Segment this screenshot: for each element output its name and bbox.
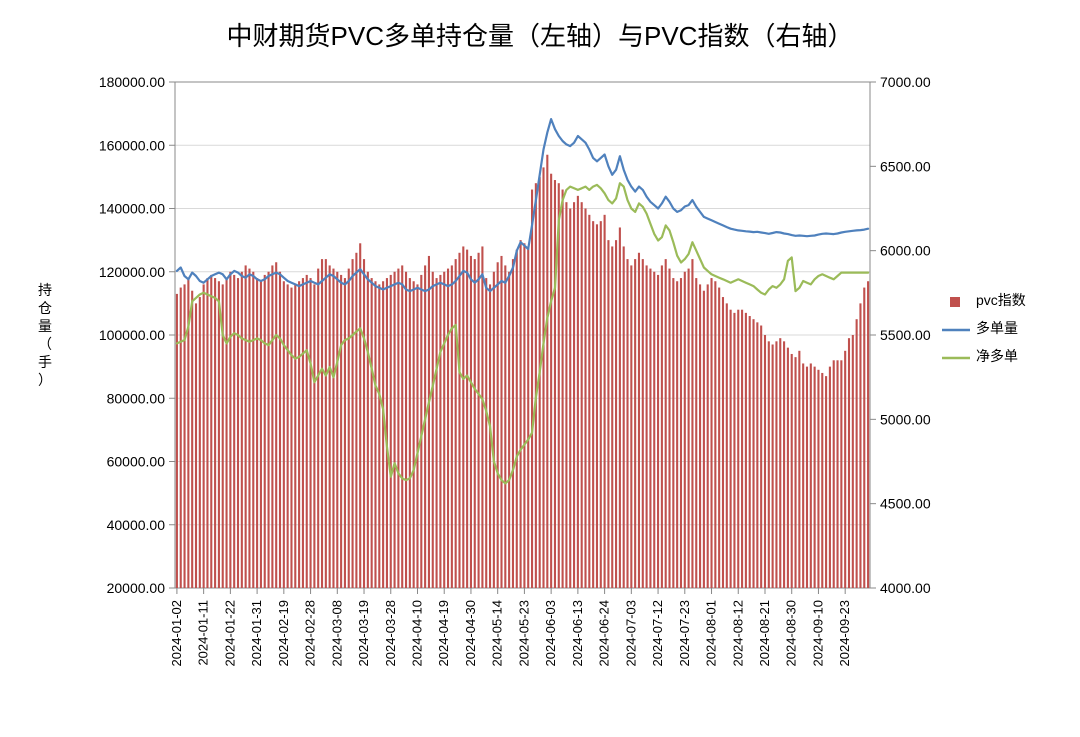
x-tick-label: 2024-09-23 <box>837 600 852 667</box>
x-tick-label: 2024-05-23 <box>516 600 531 667</box>
x-tick-label: 2024-08-21 <box>757 600 772 667</box>
x-tick-label: 2024-06-03 <box>543 600 558 667</box>
y-left-label-char: 手 <box>38 354 52 370</box>
x-tick-label: 2024-09-10 <box>810 600 825 667</box>
x-tick-label: 2024-01-31 <box>249 600 264 667</box>
x-tick-label: 2024-01-11 <box>196 600 211 666</box>
x-tick-label: 2024-04-10 <box>409 600 424 667</box>
y-left-tick: 160000.00 <box>99 137 165 153</box>
x-tick-label: 2024-07-03 <box>623 600 638 667</box>
y-right-tick: 4000.00 <box>880 580 931 596</box>
legend-label: 多单量 <box>976 320 1018 336</box>
x-tick-label: 2024-03-08 <box>329 600 344 667</box>
x-tick-label: 2024-06-13 <box>570 600 585 667</box>
x-tick-label: 2024-02-28 <box>303 600 318 667</box>
chart-svg: 中财期货PVC多单持仓量（左轴）与PVC指数（右轴） 20000.00 40000.… <box>0 0 1080 737</box>
y-left-tick: 180000.00 <box>99 74 165 90</box>
y-right-tick: 5000.00 <box>880 411 931 427</box>
y-left-label-char: 仓 <box>38 300 52 316</box>
chart-title: 中财期货PVC多单持仓量（左轴）与PVC指数（右轴） <box>227 21 854 51</box>
x-tick-label: 2024-07-12 <box>650 600 665 667</box>
y-left-label-char: （ <box>38 336 52 352</box>
x-tick-label: 2024-04-30 <box>463 600 478 667</box>
y-left-label-char: 持 <box>38 282 52 298</box>
y-left-tick: 120000.00 <box>99 264 165 280</box>
y-right-tick: 6500.00 <box>880 158 931 174</box>
y-left-tick: 140000.00 <box>99 201 165 217</box>
y-right-tick: 4500.00 <box>880 496 931 512</box>
legend-label: pvc指数 <box>976 292 1026 308</box>
x-tick-label: 2024-07-23 <box>677 600 692 667</box>
legend-label: 净多单 <box>976 348 1018 364</box>
y-left-tick: 20000.00 <box>107 580 166 596</box>
x-tick-label: 2024-04-19 <box>436 600 451 667</box>
x-tick-label: 2024-01-02 <box>169 600 184 667</box>
y-right-tick: 7000.00 <box>880 74 931 90</box>
x-tick-label: 2024-08-12 <box>730 600 745 667</box>
y-left-tick: 100000.00 <box>99 327 165 343</box>
y-left-tick: 40000.00 <box>107 517 166 533</box>
x-tick-label: 2024-05-14 <box>490 600 505 667</box>
x-tick-label: 2024-06-24 <box>597 600 612 667</box>
y-left-tick: 80000.00 <box>107 390 166 406</box>
x-tick-label: 2024-08-01 <box>704 600 719 667</box>
y-right-tick: 5500.00 <box>880 327 931 343</box>
x-tick-label: 2024-03-19 <box>356 600 371 667</box>
x-tick-label: 2024-08-30 <box>784 600 799 667</box>
y-left-label-char: 量 <box>38 318 52 334</box>
y-left-tick: 60000.00 <box>107 454 166 470</box>
y-left-label-char: ） <box>38 372 52 388</box>
x-tick-label: 2024-01-22 <box>222 600 237 667</box>
chart-container: 中财期货PVC多单持仓量（左轴）与PVC指数（右轴） 20000.00 40000.… <box>0 0 1080 737</box>
y-right-tick: 6000.00 <box>880 243 931 259</box>
legend-swatch <box>950 297 960 307</box>
x-tick-label: 2024-03-28 <box>383 600 398 667</box>
x-tick-label: 2024-02-19 <box>276 600 291 667</box>
